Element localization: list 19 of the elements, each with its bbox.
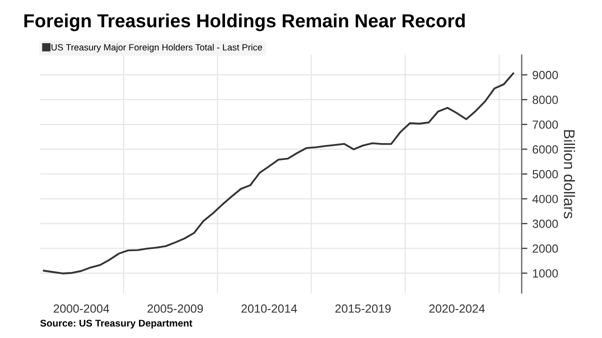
y-tick-label: 4000 xyxy=(532,194,558,204)
y-tick-label: 7000 xyxy=(532,120,558,129)
chart-title: Foreign Treasuries Holdings Remain Near Record xyxy=(24,14,465,32)
y-tick-label: 8000 xyxy=(532,96,558,104)
y-tick-label: 9000 xyxy=(532,70,558,80)
y-axis-title: Billion dollars xyxy=(564,130,576,218)
y-tick-label: 6000 xyxy=(532,145,558,154)
y-tick-label: 2000 xyxy=(532,244,558,253)
x-tick-label: 2000-2004 xyxy=(54,304,110,313)
x-tick-label: 2005-2009 xyxy=(148,304,203,313)
y-tick-label: 1000 xyxy=(533,269,558,278)
source-note: Source: US Treasury Department xyxy=(40,320,192,329)
x-tick-label: 2010-2014 xyxy=(241,304,297,313)
legend-label: US Treasury Major Foreign Holders Total - Last Price xyxy=(52,44,262,52)
y-tick-label: 3000 xyxy=(532,220,558,228)
x-tick-label: 2015-2019 xyxy=(335,304,391,313)
y-tick-label: 5000 xyxy=(532,170,558,178)
x-tick-label: 2020-2024 xyxy=(429,304,485,313)
line-series xyxy=(42,72,514,274)
